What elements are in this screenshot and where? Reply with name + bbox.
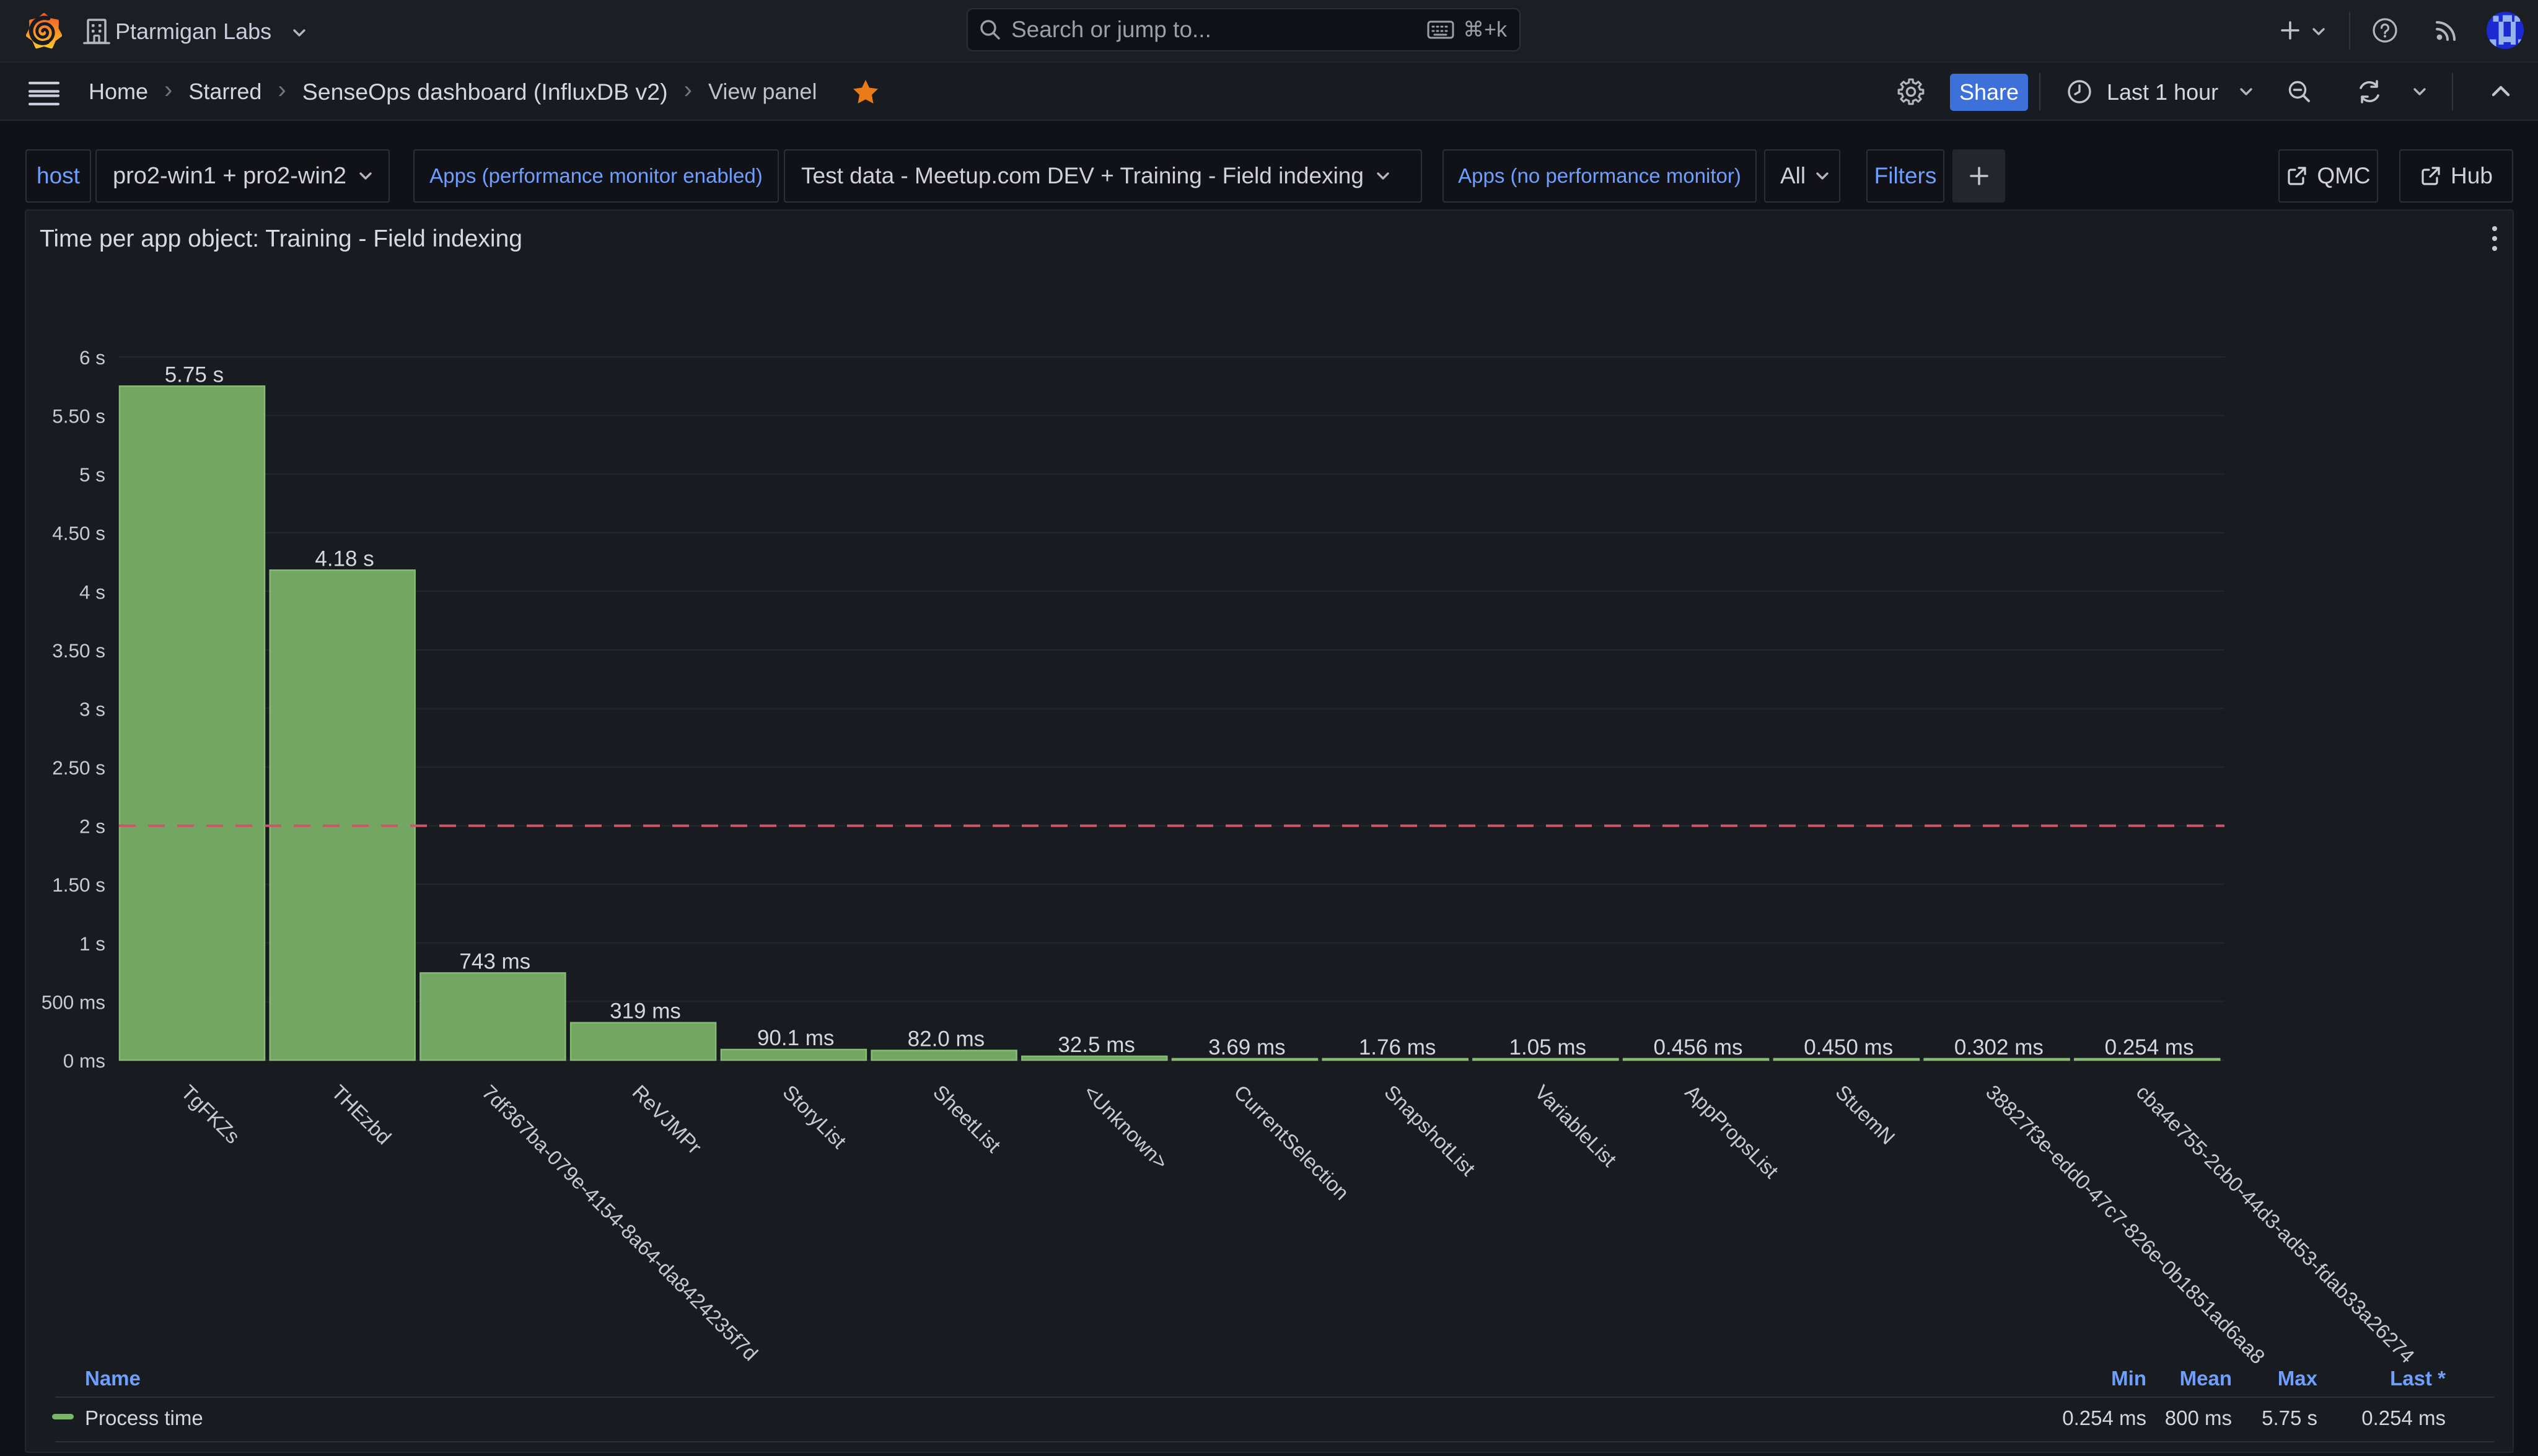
svg-text:StuemN: StuemN bbox=[1831, 1081, 1899, 1149]
svg-text:0.254 ms: 0.254 ms bbox=[2105, 1035, 2194, 1059]
svg-text:AppPropsList: AppPropsList bbox=[1681, 1081, 1783, 1183]
svg-text:TgFKZs: TgFKZs bbox=[177, 1081, 244, 1148]
svg-text:4.18 s: 4.18 s bbox=[315, 546, 374, 571]
svg-text:2.50 s: 2.50 s bbox=[52, 757, 105, 779]
svg-text:StoryList: StoryList bbox=[778, 1081, 851, 1153]
svg-text:SheetList: SheetList bbox=[929, 1081, 1005, 1157]
svg-text:3.69 ms: 3.69 ms bbox=[1208, 1035, 1286, 1059]
svg-text:0 ms: 0 ms bbox=[63, 1050, 105, 1072]
svg-text:0.302 ms: 0.302 ms bbox=[1954, 1035, 2044, 1059]
svg-text:743 ms: 743 ms bbox=[459, 949, 530, 973]
svg-text:38827f3e-edd0-47c7-826e-0b1851: 38827f3e-edd0-47c7-826e-0b1851ad6aa8 bbox=[1982, 1081, 2270, 1369]
svg-text:32.5 ms: 32.5 ms bbox=[1058, 1033, 1135, 1057]
svg-text:1.05 ms: 1.05 ms bbox=[1509, 1035, 1587, 1059]
svg-text:5.50 s: 5.50 s bbox=[52, 405, 105, 428]
svg-text:5 s: 5 s bbox=[79, 463, 105, 486]
svg-text:1.76 ms: 1.76 ms bbox=[1359, 1035, 1436, 1059]
svg-text:CurrentSelection: CurrentSelection bbox=[1229, 1081, 1353, 1204]
svg-text:ReVJMPr: ReVJMPr bbox=[628, 1081, 706, 1159]
svg-text:1.50 s: 1.50 s bbox=[52, 874, 105, 896]
svg-text:6 s: 6 s bbox=[79, 346, 105, 369]
svg-text:SnapshotList: SnapshotList bbox=[1380, 1081, 1480, 1180]
svg-text:<Unknown>: <Unknown> bbox=[1079, 1081, 1173, 1174]
svg-text:0.456 ms: 0.456 ms bbox=[1654, 1035, 1743, 1059]
svg-text:THEzbd: THEzbd bbox=[327, 1081, 395, 1149]
svg-text:4 s: 4 s bbox=[79, 581, 105, 603]
svg-text:90.1 ms: 90.1 ms bbox=[757, 1026, 835, 1050]
svg-text:0.450 ms: 0.450 ms bbox=[1804, 1035, 1893, 1059]
svg-text:2 s: 2 s bbox=[79, 815, 105, 838]
svg-text:7df367ba-079e-4154-8a64-da8424: 7df367ba-079e-4154-8a64-da8424235f7d bbox=[478, 1081, 763, 1366]
svg-text:cba4e755-2cb0-44d3-ad53-fdab33: cba4e755-2cb0-44d3-ad53-fdab33a26274 bbox=[2132, 1081, 2419, 1367]
svg-text:VariableList: VariableList bbox=[1530, 1081, 1621, 1171]
svg-text:1 s: 1 s bbox=[79, 932, 105, 955]
svg-text:4.50 s: 4.50 s bbox=[52, 522, 105, 545]
svg-text:5.75 s: 5.75 s bbox=[165, 362, 224, 387]
svg-text:3.50 s: 3.50 s bbox=[52, 639, 105, 662]
svg-text:82.0 ms: 82.0 ms bbox=[908, 1027, 985, 1051]
svg-text:500 ms: 500 ms bbox=[42, 991, 105, 1013]
svg-text:3 s: 3 s bbox=[79, 698, 105, 721]
svg-text:319 ms: 319 ms bbox=[610, 999, 681, 1024]
